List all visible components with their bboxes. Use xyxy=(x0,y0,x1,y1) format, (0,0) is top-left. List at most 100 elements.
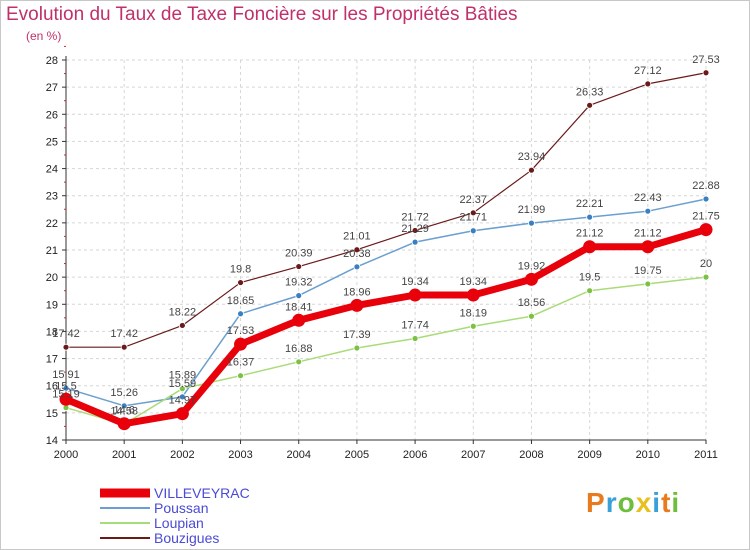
data-label-bouzigues: 26.33 xyxy=(576,86,604,98)
data-point-villeveyrac xyxy=(117,417,131,431)
legend-label-poussan: Poussan xyxy=(154,500,208,516)
data-label-villeveyrac: 14.97 xyxy=(169,395,197,407)
y-tick-label: 20 xyxy=(46,272,58,284)
data-label-loupian: 15.89 xyxy=(169,370,197,382)
x-tick-label: 2001 xyxy=(112,449,136,461)
x-tick-label: 2010 xyxy=(636,449,660,461)
data-point-poussan xyxy=(178,393,186,401)
data-label-loupian: 16.88 xyxy=(285,343,313,355)
y-tick-label: 22 xyxy=(46,218,58,230)
data-point-villeveyrac xyxy=(350,298,364,312)
data-point-bouzigues xyxy=(411,227,419,234)
data-label-bouzigues: 27.53 xyxy=(692,54,720,66)
data-label-poussan: 20.38 xyxy=(343,248,371,260)
series-line-bouzigues xyxy=(65,72,707,348)
data-point-poussan xyxy=(62,384,70,392)
y-tick-label: 24 xyxy=(46,164,58,176)
data-label-poussan: 15.26 xyxy=(110,387,138,399)
x-tick-label: 2002 xyxy=(170,449,194,461)
data-point-poussan xyxy=(644,207,652,215)
data-point-bouzigues xyxy=(353,246,361,254)
data-label-bouzigues: 20.39 xyxy=(285,248,313,260)
data-label-poussan: 21.29 xyxy=(401,223,429,235)
legend-label-loupian: Loupian xyxy=(154,515,204,531)
data-point-poussan xyxy=(469,227,477,235)
data-label-bouzigues: 23.94 xyxy=(518,151,546,163)
proxiti-logo: Proxiti xyxy=(586,487,680,519)
data-label-loupian: 17.39 xyxy=(343,329,371,341)
logo-letter: o xyxy=(617,487,636,518)
y-tick-label: 23 xyxy=(46,191,58,203)
data-label-bouzigues: 18.22 xyxy=(169,306,197,318)
logo-letter: P xyxy=(586,487,606,518)
series-line-loupian xyxy=(65,276,707,426)
chart-subtitle: (en %) xyxy=(26,29,62,43)
data-label-villeveyrac: 18.96 xyxy=(343,286,371,298)
logo-letter: t xyxy=(661,487,672,518)
data-point-bouzigues xyxy=(644,80,652,88)
data-point-loupian xyxy=(411,335,419,342)
data-label-loupian: 14.58 xyxy=(110,405,138,417)
y-tick-label: 27 xyxy=(46,82,58,94)
data-point-loupian xyxy=(178,385,186,393)
data-point-poussan xyxy=(120,402,128,410)
y-tick-label: 19 xyxy=(46,299,58,311)
data-point-villeveyrac xyxy=(408,288,422,302)
data-label-poussan: 22.88 xyxy=(692,180,720,192)
x-tick-label: 2006 xyxy=(403,449,427,461)
data-point-poussan xyxy=(528,219,535,227)
data-point-bouzigues xyxy=(120,343,128,351)
y-tick-label: 21 xyxy=(46,245,58,257)
data-label-loupian: 18.19 xyxy=(460,307,488,319)
chart-title: Evolution du Taux de Taxe Foncière sur l… xyxy=(6,4,518,25)
data-label-bouzigues: 21.01 xyxy=(343,231,371,243)
data-label-villeveyrac: 17.53 xyxy=(227,325,255,337)
data-point-villeveyrac xyxy=(583,240,597,254)
data-point-loupian xyxy=(353,344,361,352)
data-point-bouzigues xyxy=(237,279,244,286)
data-label-poussan: 22.21 xyxy=(576,198,604,210)
data-label-villeveyrac: 19.34 xyxy=(401,276,429,288)
data-label-poussan: 15.91 xyxy=(52,369,80,381)
y-tick-label: 15 xyxy=(46,408,58,420)
logo-letter: x xyxy=(635,487,653,518)
data-point-loupian xyxy=(237,372,244,380)
data-point-villeveyrac xyxy=(699,223,713,237)
y-tick-label: 26 xyxy=(46,109,58,121)
data-label-poussan: 21.99 xyxy=(518,204,546,216)
data-label-villeveyrac: 19.34 xyxy=(460,276,488,288)
data-point-bouzigues xyxy=(178,322,186,329)
data-point-villeveyrac xyxy=(292,313,306,327)
data-label-loupian: 20 xyxy=(700,258,712,270)
y-tick-label: 18 xyxy=(46,326,58,338)
logo-letter: r xyxy=(605,487,618,518)
data-label-loupian: 16.37 xyxy=(227,357,255,369)
data-point-poussan xyxy=(353,263,361,271)
data-point-poussan xyxy=(237,310,244,318)
data-point-bouzigues xyxy=(62,343,70,351)
data-label-poussan: 15.59 xyxy=(169,378,197,390)
data-label-loupian: 15.19 xyxy=(52,389,80,401)
data-label-bouzigues: 17.42 xyxy=(52,328,80,340)
data-point-loupian xyxy=(586,287,594,295)
x-tick-label: 2011 xyxy=(694,449,718,461)
data-point-loupian xyxy=(644,280,652,288)
logo-letter: i xyxy=(671,487,681,518)
data-label-villeveyrac: 19.92 xyxy=(518,260,546,272)
data-label-bouzigues: 22.37 xyxy=(460,194,488,206)
legend-label-villeveyrac: VILLEVEYRAC xyxy=(154,485,250,501)
data-point-villeveyrac xyxy=(234,337,248,351)
series-line-poussan xyxy=(65,198,707,407)
data-label-villeveyrac: 14.6 xyxy=(113,405,134,417)
data-label-villeveyrac: 21.75 xyxy=(692,211,720,223)
data-label-bouzigues: 19.8 xyxy=(230,264,251,276)
data-label-bouzigues: 17.42 xyxy=(110,328,138,340)
data-point-loupian xyxy=(702,273,710,281)
data-label-poussan: 22.43 xyxy=(634,192,662,204)
data-label-bouzigues: 21.72 xyxy=(401,211,429,223)
data-point-villeveyrac xyxy=(466,288,480,302)
data-label-villeveyrac: 15.5 xyxy=(55,380,76,392)
data-label-loupian: 18.56 xyxy=(518,297,546,309)
x-tick-label: 2008 xyxy=(519,449,543,461)
